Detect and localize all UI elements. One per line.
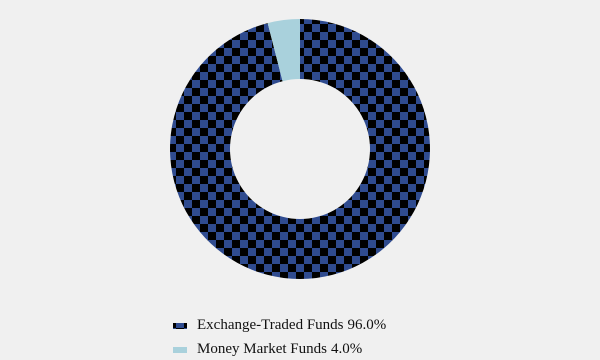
legend-label: Money Market Funds 4.0% xyxy=(197,341,362,357)
donut-slice xyxy=(169,19,431,279)
legend-label: Exchange-Traded Funds 96.0% xyxy=(197,317,386,333)
legend-name: Money Market Funds xyxy=(197,341,327,357)
donut-slice xyxy=(267,19,300,82)
legend-value: 96.0% xyxy=(348,317,387,333)
legend-value: 4.0% xyxy=(331,341,362,357)
legend-marker xyxy=(173,323,187,329)
legend-marker xyxy=(173,347,187,353)
legend-name: Exchange-Traded Funds xyxy=(197,317,344,333)
